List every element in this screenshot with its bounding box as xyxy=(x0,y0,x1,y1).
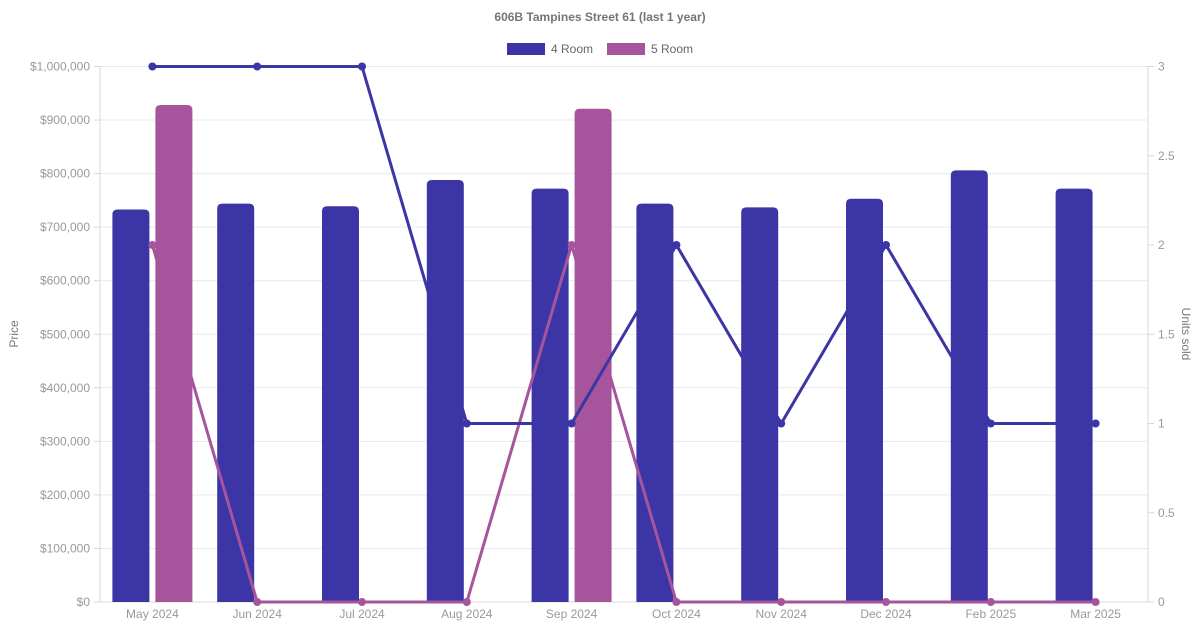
point-5room-feb-2025[interactable] xyxy=(986,598,995,606)
point-4room-aug-2024[interactable] xyxy=(462,419,471,428)
line-5room xyxy=(150,243,1098,604)
price-tick-label: $200,000 xyxy=(40,488,90,502)
month-tick-label: Mar 2025 xyxy=(1070,607,1121,621)
bar-4room-mar-2025[interactable] xyxy=(1055,188,1093,602)
bar-4room-jun-2024[interactable] xyxy=(217,203,255,602)
bar-4room-nov-2024[interactable] xyxy=(741,207,779,603)
point-4room-feb-2025[interactable] xyxy=(986,419,995,428)
month-tick-label: Aug 2024 xyxy=(441,607,493,621)
price-tick-label: $600,000 xyxy=(40,274,90,288)
price-tick-label: $300,000 xyxy=(40,434,90,448)
point-4room-dec-2024[interactable] xyxy=(882,241,890,249)
point-4room-mar-2025[interactable] xyxy=(1091,419,1100,428)
month-tick-label: Jul 2024 xyxy=(339,607,385,621)
point-4room-jun-2024[interactable] xyxy=(253,62,262,71)
point-5room-mar-2025[interactable] xyxy=(1091,598,1100,606)
month-tick-label: May 2024 xyxy=(126,607,179,621)
bar-4room-jul-2024[interactable] xyxy=(322,206,359,602)
bar-5room-sep-2024[interactable] xyxy=(574,108,612,602)
price-tick-label: $800,000 xyxy=(40,167,90,181)
units-tick-label: 3 xyxy=(1158,60,1165,74)
legend-label-4-room: 4 Room xyxy=(550,42,593,56)
legend-swatch-4-room xyxy=(506,43,545,55)
month-tick-label: Dec 2024 xyxy=(860,607,912,621)
units-tick-label: 2 xyxy=(1158,238,1165,252)
price-tick-label: $100,000 xyxy=(40,541,90,555)
price-tick-label: $0 xyxy=(77,595,91,609)
price-tick-label: $700,000 xyxy=(40,220,90,234)
bar-4room-oct-2024[interactable] xyxy=(636,203,674,602)
point-5room-aug-2024[interactable] xyxy=(462,598,471,606)
point-4room-oct-2024[interactable] xyxy=(672,241,681,249)
units-tick-label: 0.5 xyxy=(1158,506,1175,520)
chart-title: 606B Tampines Street 61 (last 1 year) xyxy=(494,10,706,24)
month-tick-label: Sep 2024 xyxy=(546,607,598,621)
point-5room-nov-2024[interactable] xyxy=(777,598,786,606)
units-tick-label: 1.5 xyxy=(1158,327,1175,341)
point-4room-may-2024[interactable] xyxy=(148,62,157,71)
y-axis-title-units-sold: Units sold xyxy=(1179,307,1193,361)
legend-item-5-room[interactable]: 5 Room xyxy=(607,42,693,56)
price-tick-label: $400,000 xyxy=(40,381,90,395)
month-tick-label: Jun 2024 xyxy=(233,607,283,621)
price-tick-label: $1,000,000 xyxy=(30,60,90,74)
legend-label-5-room: 5 Room xyxy=(651,42,694,56)
point-4room-jul-2024[interactable] xyxy=(358,62,366,71)
point-5room-jul-2024[interactable] xyxy=(358,598,366,606)
bar-4room-aug-2024[interactable] xyxy=(426,180,464,602)
units-tick-label: 0 xyxy=(1158,595,1165,609)
price-tick-label: $900,000 xyxy=(40,113,90,127)
bar-4room-may-2024[interactable] xyxy=(112,209,150,602)
month-tick-label: Oct 2024 xyxy=(652,607,701,621)
units-tick-label: 2.5 xyxy=(1158,149,1175,163)
legend-item-4-room[interactable]: 4 Room xyxy=(506,42,593,56)
point-5room-jun-2024[interactable] xyxy=(253,598,262,606)
y-axis-title-price: Price xyxy=(7,320,21,348)
point-5room-dec-2024[interactable] xyxy=(882,598,890,606)
price-tick-label: $500,000 xyxy=(40,327,90,341)
bar-4room-sep-2024[interactable] xyxy=(531,188,569,602)
month-tick-label: Feb 2025 xyxy=(965,607,1016,621)
point-5room-sep-2024[interactable] xyxy=(567,241,576,249)
legend-swatch-5-room xyxy=(607,43,645,55)
month-tick-label: Nov 2024 xyxy=(756,607,808,621)
point-4room-sep-2024[interactable] xyxy=(567,419,576,428)
point-4room-nov-2024[interactable] xyxy=(777,419,786,428)
chart-legend: 4 Room 5 Room xyxy=(0,42,1200,56)
units-tick-label: 1 xyxy=(1158,417,1165,431)
point-5room-may-2024[interactable] xyxy=(148,241,157,249)
line-4room xyxy=(150,65,1098,425)
point-5room-oct-2024[interactable] xyxy=(672,598,681,606)
bar-5room-may-2024[interactable] xyxy=(155,105,193,602)
